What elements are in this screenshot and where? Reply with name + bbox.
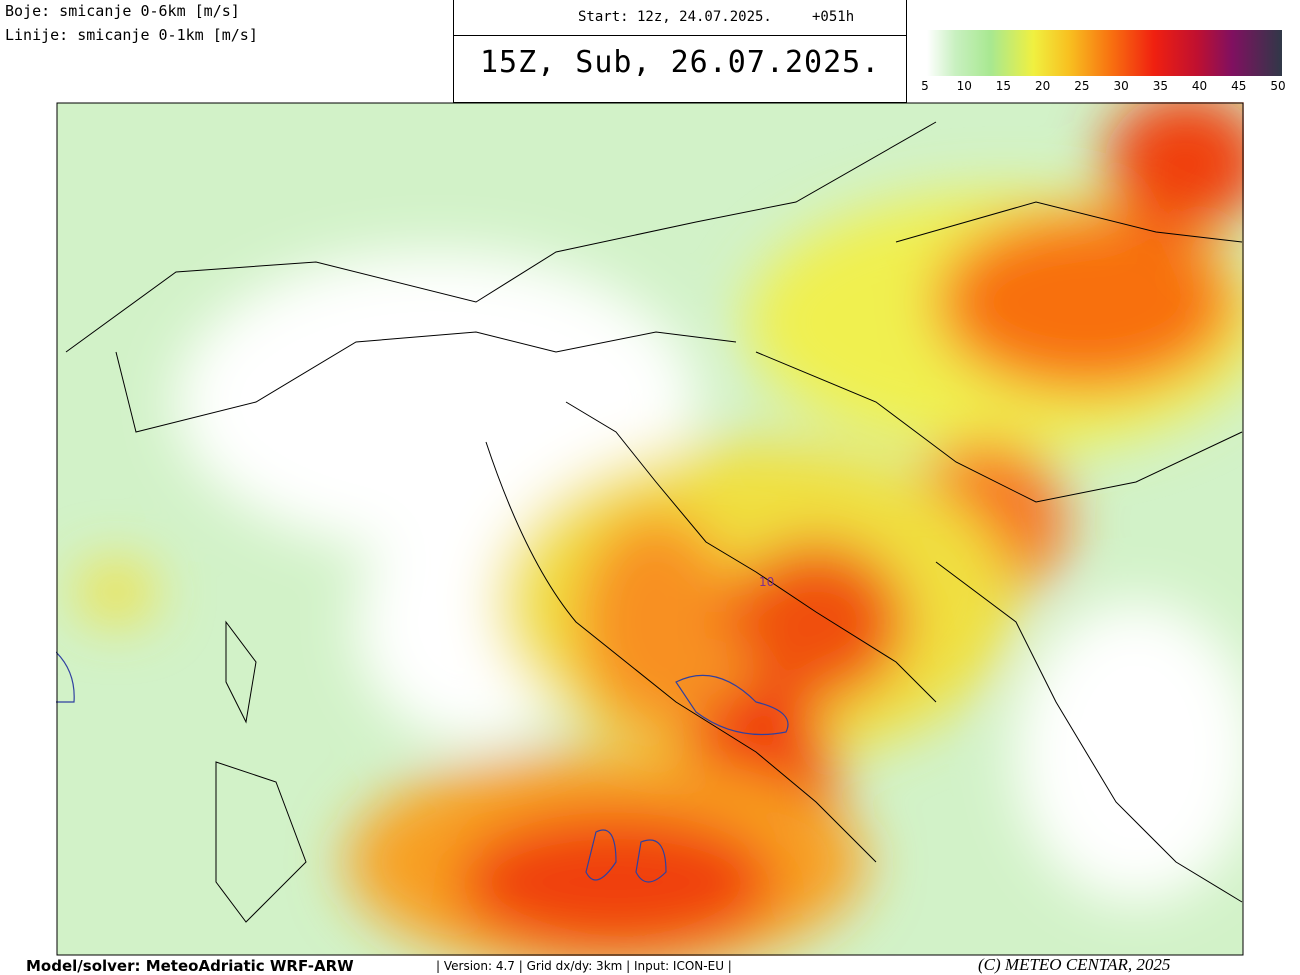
footer-copyright: (C) METEO CENTAR, 2025	[978, 955, 1171, 974]
legend-line: Boje: smicanje 0-6km [m/s]	[5, 2, 240, 20]
colorbar-labels: 5 10 15 20 25 30 35 40 45 50	[921, 79, 1285, 93]
map: 10	[56, 102, 1244, 956]
shear-field	[76, 102, 1244, 956]
divider	[454, 35, 906, 36]
contour-label: 10	[759, 575, 774, 589]
contours	[56, 651, 789, 883]
valid-time: 15Z, Sub, 26.07.2025.	[480, 45, 881, 80]
colorbar	[927, 30, 1282, 76]
colorbar-tick-label: 35	[1153, 79, 1168, 93]
colorbar-tick-label: 5	[921, 79, 929, 93]
colorbar-tick-label: 10	[957, 79, 972, 93]
colorbar-tick-label: 20	[1035, 79, 1050, 93]
lead-time: +051h	[812, 9, 855, 25]
colorbar-tick-label: 15	[996, 79, 1011, 93]
footer-model: Model/solver: MeteoAdriatic WRF-ARW	[26, 957, 354, 975]
colorbar-tick-label: 30	[1113, 79, 1128, 93]
colorbar-tick-label: 40	[1192, 79, 1207, 93]
footer-info: | Version: 4.7 | Grid dx/dy: 3km | Input…	[436, 959, 732, 973]
legend-line: Linije: smicanje 0-1km [m/s]	[5, 26, 258, 44]
date-box: Start: 12z, 24.07.2025. +051h 15Z, Sub, …	[453, 0, 907, 103]
colorbar-tick-label: 25	[1074, 79, 1089, 93]
colorbar-tick-label: 50	[1270, 79, 1285, 93]
borders	[65, 121, 1243, 923]
colorbar-tick-label: 45	[1231, 79, 1246, 93]
start-time: Start: 12z, 24.07.2025.	[578, 9, 772, 25]
map-frame	[56, 102, 1244, 956]
